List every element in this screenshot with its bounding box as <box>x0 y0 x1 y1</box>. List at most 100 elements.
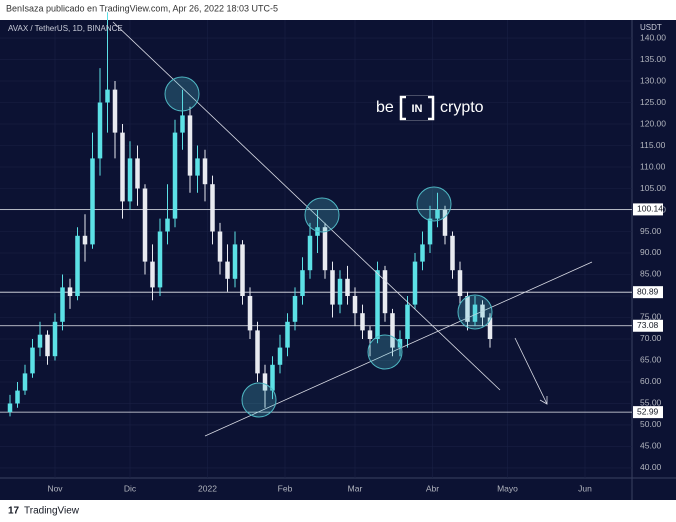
level-label: 100.14 <box>637 204 663 214</box>
highlight-circle <box>304 197 340 233</box>
footer-bg <box>0 500 676 522</box>
y-tick-label: 105.00 <box>640 183 666 193</box>
x-tick-label: Feb <box>278 483 293 493</box>
candle-body <box>382 270 388 314</box>
candle-body <box>375 270 380 339</box>
candle-body <box>450 235 455 271</box>
level-label-bg <box>633 319 663 332</box>
y-tick-label: 125.00 <box>640 97 666 107</box>
x-tick-label: Jun <box>578 483 592 493</box>
candle-body <box>367 330 373 339</box>
y-tick-label: 85.00 <box>640 269 662 279</box>
logo-text: crypto <box>440 99 484 116</box>
candle-body <box>97 102 103 159</box>
candle-body <box>345 278 350 296</box>
level-label: 80.89 <box>637 286 659 296</box>
level-label-bg <box>633 203 663 216</box>
candle-body <box>277 347 283 365</box>
candle-body <box>127 158 133 202</box>
candle-body <box>330 270 335 305</box>
y-tick-label: 95.00 <box>640 226 662 236</box>
candle-body <box>360 313 365 331</box>
candle-body <box>427 218 433 245</box>
x-tick-label: Nov <box>47 483 63 493</box>
y-tick-label: 135.00 <box>640 54 666 64</box>
y-tick-label: 130.00 <box>640 75 666 85</box>
trend-line <box>204 261 593 437</box>
candle-body <box>232 244 238 279</box>
level-label: 52.99 <box>637 406 659 416</box>
candle-body <box>217 231 223 262</box>
candle-body <box>112 89 118 133</box>
x-tick-label: 2022 <box>198 483 217 493</box>
y-tick-label: 75.00 <box>640 312 662 322</box>
candle-body <box>465 295 470 322</box>
logo-text: be <box>376 99 394 116</box>
candle-body <box>120 132 125 202</box>
y-tick-label: 55.00 <box>640 398 662 408</box>
footer-brand: TradingView <box>24 506 80 517</box>
candle-body <box>225 261 230 279</box>
y-tick-label: 120.00 <box>640 118 666 128</box>
candle-body <box>135 158 140 189</box>
logo: be IN crypto <box>376 95 484 121</box>
candle-body <box>262 373 268 391</box>
x-tick-label: Abr <box>426 483 439 493</box>
candle-body <box>322 227 328 271</box>
logo-gap <box>406 96 428 120</box>
candle-body <box>352 295 358 314</box>
candle-body <box>45 334 50 357</box>
candle-body <box>22 373 28 391</box>
candle-body <box>67 287 73 296</box>
candle-body <box>487 317 493 339</box>
y-tick-label: 50.00 <box>640 419 662 429</box>
candle-body <box>60 287 65 322</box>
candle-body <box>285 321 290 348</box>
y-tick-label: 140.00 <box>640 32 666 42</box>
y-tick-label: 90.00 <box>640 247 662 257</box>
candle-body <box>300 270 305 296</box>
highlight-circle <box>416 186 452 222</box>
candle-body <box>210 184 215 232</box>
candle-body <box>390 313 395 348</box>
trend-line <box>112 21 501 391</box>
candle-body <box>292 295 298 322</box>
candle-body <box>412 261 418 305</box>
candle-body <box>270 364 275 391</box>
footer-logo: 17 <box>8 506 20 517</box>
highlight-circle <box>241 382 277 418</box>
candle-body <box>15 390 20 404</box>
candle-body <box>90 158 95 245</box>
candle-body <box>30 347 35 374</box>
candle-body <box>307 235 313 271</box>
candle-body <box>255 330 260 374</box>
candle-body <box>37 334 43 348</box>
candle-body <box>52 321 58 357</box>
chart-bg <box>0 20 676 500</box>
header-title: BenIsaza publicado en TradingView.com, A… <box>6 3 278 13</box>
x-tick-label: Mayo <box>497 483 518 493</box>
candle-body <box>195 158 200 176</box>
candle-body <box>165 218 170 232</box>
candle-body <box>202 158 208 185</box>
arrow-head <box>539 396 548 405</box>
level-label-bg <box>633 286 663 299</box>
candle-body <box>247 295 253 331</box>
candle-body <box>150 261 155 288</box>
highlight-circle <box>367 334 403 370</box>
candle-body <box>157 231 163 288</box>
x-tick-label: Dic <box>124 483 137 493</box>
axis-unit: USDT <box>640 23 662 32</box>
candle-body <box>457 270 463 296</box>
symbol-title: AVAX / TetherUS, 1D, BINANCE <box>8 24 123 33</box>
candle-body <box>420 244 425 262</box>
candle-body <box>142 188 148 262</box>
candle-body <box>172 132 178 219</box>
logo-text: IN <box>412 103 423 115</box>
y-tick-label: 65.00 <box>640 355 662 365</box>
level-label: 73.08 <box>637 320 659 330</box>
y-tick-label: 45.00 <box>640 441 662 451</box>
candle-body <box>7 403 13 413</box>
candle-body <box>442 210 448 236</box>
